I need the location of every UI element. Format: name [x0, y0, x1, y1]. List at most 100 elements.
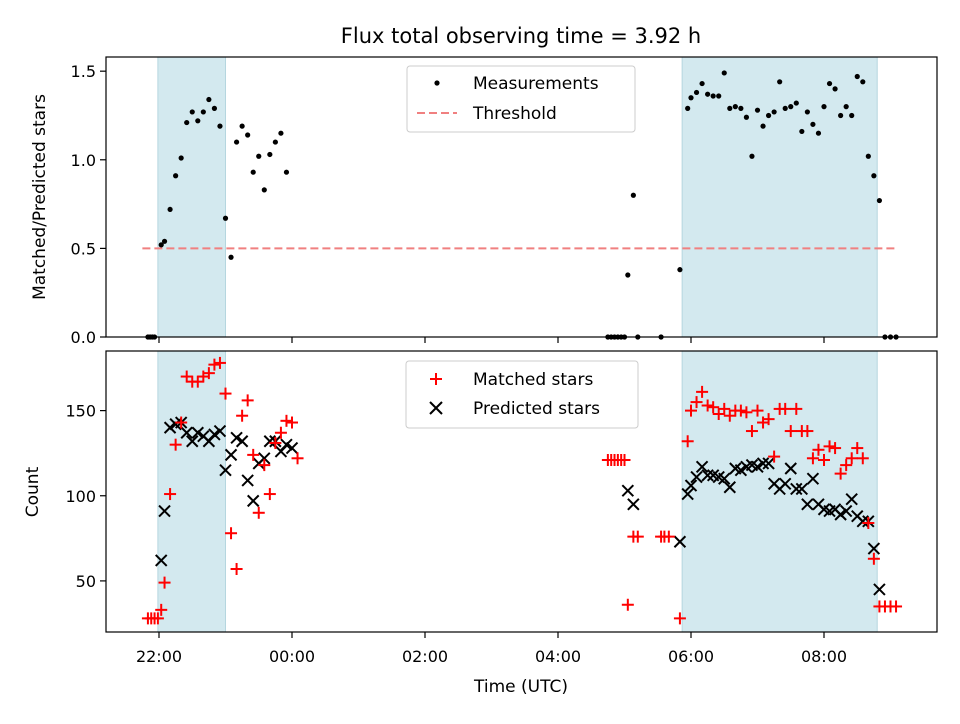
matched-point: [286, 416, 298, 429]
matched-point: [818, 453, 830, 466]
legend-measurements-label: Measurements: [473, 74, 599, 94]
matched-point: [890, 600, 903, 613]
predicted-point: [247, 494, 260, 508]
shaded-interval: [157, 56, 226, 338]
predicted-point: [241, 474, 254, 487]
matched-point: [225, 527, 238, 540]
matched-point: [840, 459, 853, 472]
measurement-point: [250, 169, 256, 175]
matched-point: [291, 452, 304, 465]
measurement-point: [161, 238, 168, 244]
matched-point: [169, 438, 182, 451]
matched-point: [155, 603, 168, 616]
measurement-point: [810, 121, 816, 127]
measurement-point: [256, 153, 262, 159]
x-tick-label: 02:00: [402, 647, 448, 666]
matched-point: [801, 425, 814, 438]
measurement-point: [743, 114, 750, 120]
matched-point: [812, 443, 825, 456]
bottom-legend: Matched stars Predicted stars: [405, 360, 639, 429]
matched-point: [158, 576, 171, 589]
predicted-point: [191, 426, 204, 439]
measurement-point: [173, 173, 179, 179]
predicted-point: [681, 487, 694, 501]
y-tick-label: 0.0: [71, 328, 96, 347]
measurement-point: [849, 112, 855, 119]
x-tick-label: 08:00: [801, 647, 847, 666]
predicted-point: [684, 479, 698, 492]
matched-point: [236, 409, 249, 422]
predicted-point: [158, 504, 171, 518]
predicted-point: [867, 542, 881, 555]
matched-point: [213, 356, 226, 369]
x-tick-label: 00:00: [269, 647, 315, 666]
matched-point: [252, 506, 265, 519]
matched-point: [263, 488, 276, 501]
measurement-point: [195, 118, 201, 124]
predicted-point: [756, 457, 770, 470]
x-tick-label: 06:00: [668, 647, 714, 666]
predicted-point: [723, 481, 736, 494]
measurement-point: [876, 197, 883, 204]
predicted-point: [690, 470, 703, 484]
measurement-point: [727, 105, 733, 111]
matched-point: [280, 414, 293, 427]
matched-point: [164, 488, 177, 501]
matched-point: [707, 401, 720, 414]
legend-matched-marker: [430, 373, 442, 385]
bottom-legend-box: [405, 360, 639, 429]
bottom-y-axis-label: Count: [23, 466, 43, 517]
matched-points: [141, 356, 903, 625]
predicted-point: [155, 554, 168, 567]
matched-point: [784, 425, 797, 438]
measurement-point: [777, 79, 783, 85]
x-axis-label: Time (UTC): [473, 677, 568, 697]
top-panel: 0.0 0.5 1.0 1.5 Matched/Predicted stars Mea…: [30, 56, 938, 347]
matched-point: [745, 425, 758, 438]
predicted-point: [790, 482, 803, 496]
top-y-ticks: 0.0 0.5 1.0 1.5: [71, 62, 106, 347]
measurement-point: [782, 105, 788, 111]
matched-point: [219, 387, 232, 400]
matched-point: [180, 370, 193, 383]
predicted-point: [627, 498, 640, 511]
measurement-point: [854, 73, 860, 80]
legend-predicted-marker: [429, 401, 443, 415]
matched-point: [823, 440, 836, 453]
predicted-point: [235, 435, 249, 448]
measurement-point: [793, 100, 799, 106]
top-legend-box: [406, 65, 636, 133]
predicted-point: [784, 462, 797, 475]
measurement-point: [860, 79, 866, 85]
measurement-point: [239, 123, 245, 129]
predicted-point: [795, 482, 809, 496]
matched-point: [762, 413, 775, 426]
legend-measurements-marker: [434, 80, 440, 86]
predicted-point: [163, 421, 177, 434]
predicted-point: [280, 438, 293, 451]
matched-point: [274, 426, 287, 439]
shaded-interval: [681, 350, 878, 633]
measurement-point: [765, 112, 772, 119]
measurement-point: [167, 206, 173, 213]
measurement-point: [754, 107, 761, 113]
matched-point: [751, 404, 764, 417]
bottom-plot-frame: [105, 350, 938, 633]
predicted-point: [230, 431, 243, 445]
legend-matched-label: Matched stars: [473, 370, 593, 390]
matched-point: [829, 442, 842, 455]
measurement-point: [705, 91, 711, 97]
predicted-points: [155, 416, 886, 596]
matched-point: [779, 402, 792, 415]
matched-point: [230, 562, 243, 575]
measurement-point: [838, 112, 844, 119]
measurement-point: [261, 187, 267, 193]
predicted-point: [839, 504, 853, 518]
matched-point: [856, 452, 869, 465]
measurement-point: [771, 109, 777, 115]
measurement-point: [732, 104, 738, 110]
matched-point: [723, 409, 736, 422]
measurement-point: [677, 267, 683, 273]
predicted-point: [779, 477, 792, 491]
